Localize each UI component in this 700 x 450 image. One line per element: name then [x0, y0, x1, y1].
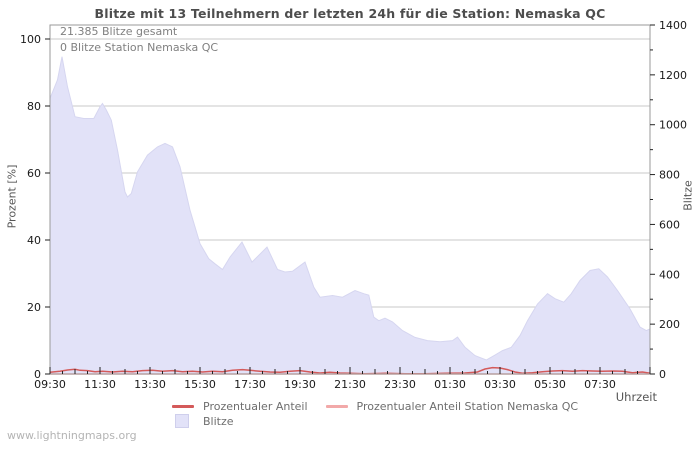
left-axis-title: Prozent [%] [5, 164, 19, 229]
pink-line-swatch-icon [325, 404, 348, 408]
svg-text:23:30: 23:30 [384, 378, 416, 391]
svg-text:07:30: 07:30 [584, 378, 616, 391]
svg-text:01:30: 01:30 [434, 378, 466, 391]
right-axis-title: Blitze [681, 180, 695, 211]
svg-text:1200: 1200 [659, 69, 687, 82]
annotation-total-strikes: 21.385 Blitze gesamt [60, 25, 178, 38]
svg-text:15:30: 15:30 [184, 378, 216, 391]
svg-text:400: 400 [659, 268, 680, 281]
annotation-station-strikes: 0 Blitze Station Nemaska QC [60, 41, 219, 54]
legend-label-prozentualer-anteil: Prozentualer Anteil [203, 399, 308, 413]
svg-text:03:30: 03:30 [484, 378, 516, 391]
svg-text:100: 100 [20, 33, 41, 46]
chart-title: Blitze mit 13 Teilnehmern der letzten 24… [94, 6, 606, 21]
svg-text:13:30: 13:30 [134, 378, 166, 391]
svg-text:19:30: 19:30 [284, 378, 316, 391]
svg-text:21:30: 21:30 [334, 378, 366, 391]
watermark-text: www.lightningmaps.org [7, 429, 137, 442]
svg-text:11:30: 11:30 [84, 378, 116, 391]
svg-text:0: 0 [659, 368, 666, 381]
svg-text:20: 20 [27, 301, 41, 314]
chart-legend: Prozentualer Anteil Prozentualer Anteil … [172, 399, 578, 428]
legend-label-station-anteil: Prozentualer Anteil Station Nemaska QC [356, 399, 579, 413]
svg-text:60: 60 [27, 167, 41, 180]
svg-text:200: 200 [659, 318, 680, 331]
svg-text:1400: 1400 [659, 19, 687, 32]
svg-text:80: 80 [27, 100, 41, 113]
svg-text:600: 600 [659, 218, 680, 231]
svg-text:800: 800 [659, 169, 680, 182]
x-axis-title: Uhrzeit [615, 390, 657, 404]
area-swatch-icon [175, 414, 189, 428]
svg-text:0: 0 [34, 368, 41, 381]
svg-text:05:30: 05:30 [534, 378, 566, 391]
red-line-swatch-icon [172, 404, 194, 408]
svg-text:17:30: 17:30 [234, 378, 266, 391]
svg-text:40: 40 [27, 234, 41, 247]
svg-text:09:30: 09:30 [34, 378, 66, 391]
svg-text:1000: 1000 [659, 119, 687, 132]
legend-label-blitze: Blitze [203, 414, 234, 428]
